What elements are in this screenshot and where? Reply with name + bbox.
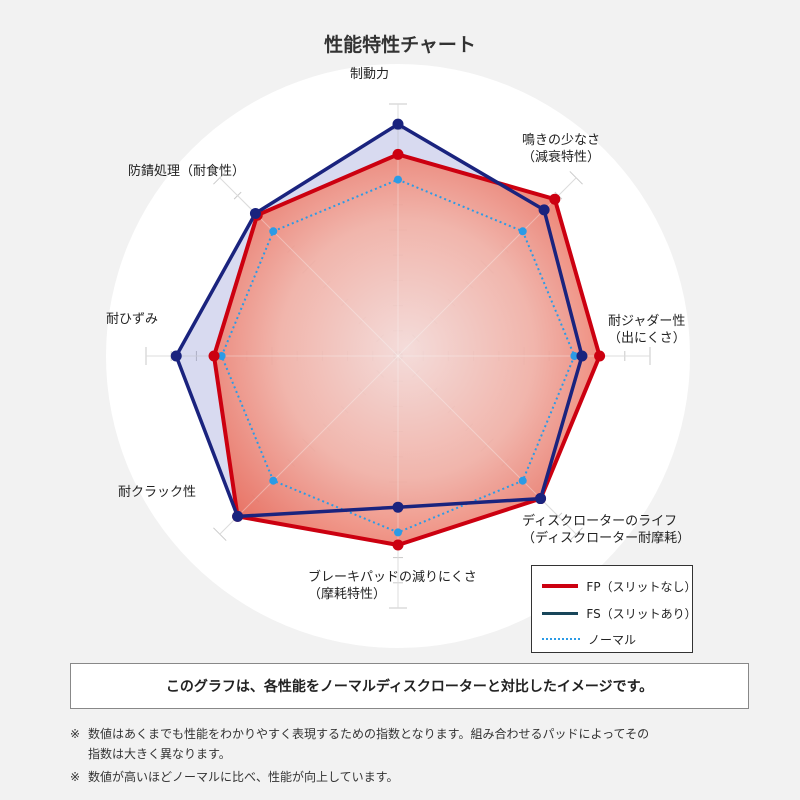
axis-label-3-line-0: ディスクローターのライフ (522, 514, 678, 529)
axis-label-3: ディスクローターのライフ （ディスクローター耐摩耗） (522, 513, 690, 547)
footnote-2-mark: ※ (70, 770, 81, 784)
axis-label-4-line-0: ブレーキパッドの減りにくさ (308, 570, 477, 585)
normal-point-2 (570, 352, 579, 360)
axis-label-4: ブレーキパッドの減りにくさ （摩耗特性） (308, 569, 477, 603)
axis-tick-1-10 (569, 171, 583, 185)
axis-tick-5-10 (213, 527, 227, 541)
chart-title: 性能特性チャート (324, 34, 476, 56)
axis-label-5: 耐クラック性 (118, 484, 196, 501)
footnote-1-text: 数値はあくまでも性能をわかりやすく表現するための指数となります。組み合わせるパッ… (88, 727, 650, 741)
axis-label-7: 防錆処理（耐食性） (128, 163, 245, 180)
series-layer (146, 104, 650, 608)
normal-point-1 (518, 227, 527, 236)
axis-label-1-line-1: （減衰特性） (522, 150, 601, 165)
footnote-1: ※ 数値はあくまでも性能をわかりやすく表現するための指数となります。組み合わせるパ… (70, 724, 649, 764)
axis-tick-7-9 (233, 191, 242, 200)
legend: FP（スリットなし） FS（スリットあり） ノーマル (531, 565, 697, 653)
fp-point-6 (208, 350, 220, 362)
normal-point-4 (394, 528, 402, 537)
footnote-2-text: 数値が高いほどノーマルに比べ、性能が向上しています。 (88, 770, 399, 784)
radar-chart (106, 64, 690, 648)
axis-tick-3-10 (569, 527, 583, 541)
axis-label-2-line-0: 耐ジャダー性 (608, 314, 686, 329)
normal-point-3 (518, 476, 527, 485)
fp-point-0 (392, 148, 404, 160)
footnote-2: ※ 数値が高いほどノーマルに比べ、性能が向上しています。 (70, 767, 398, 787)
axis-spoke-overlay-3 (397, 355, 577, 535)
fs-point-1 (538, 204, 550, 216)
axis-label-4-line-1: （摩耗特性） (308, 587, 387, 602)
fp-point-2 (594, 350, 606, 362)
axis-label-6: 耐ひずみ (106, 311, 158, 328)
axis-label-6-line-0: 耐ひずみ (106, 312, 159, 327)
axis-label-2: 耐ジャダー性 （出にくさ） (608, 313, 686, 347)
footnote-1-text-cont: 指数は大きく異なります。 (88, 747, 231, 761)
axis-spoke-overlay-5 (219, 355, 399, 535)
legend-swatch-fp (542, 584, 579, 588)
fs-point-3 (535, 493, 547, 505)
fp-point-4 (392, 539, 404, 551)
axis-label-0-line-0: 制動力 (350, 67, 390, 82)
axis-label-3-line-1: （ディスクローター耐摩耗） (522, 531, 691, 546)
legend-item-fs: FS（スリットあり） (542, 604, 697, 622)
axis-label-2-line-1: （出にくさ） (608, 331, 686, 346)
axis-tick-3-9 (554, 512, 563, 521)
axis-label-7-line-0: 防錆処理（耐食性） (128, 164, 246, 179)
axis-label-1: 鳴きの少なさ （減衰特性） (522, 132, 600, 166)
legend-label-fs: FS（スリットあり） (586, 606, 697, 621)
axis-label-1-line-0: 鳴きの少なさ (522, 133, 601, 148)
fs-point-4 (392, 501, 404, 513)
fs-point-5 (232, 510, 244, 522)
axis-label-0: 制動力 (350, 66, 389, 83)
legend-label-normal: ノーマル (588, 632, 637, 647)
fs-point-7 (249, 207, 261, 219)
footnote-1-mark: ※ (70, 727, 81, 741)
fs-point-2 (576, 350, 588, 362)
axis-tick-7-10 (213, 171, 227, 185)
legend-swatch-normal (542, 638, 580, 640)
normal-point-0 (394, 175, 402, 184)
legend-label-fp: FP（スリットなし） (586, 579, 697, 594)
normal-point-5 (269, 476, 278, 485)
normal-point-7 (269, 227, 278, 236)
legend-item-fp: FP（スリットなし） (542, 577, 697, 595)
axis-spoke-overlay-7 (219, 177, 399, 357)
axis-label-5-line-0: 耐クラック性 (118, 485, 197, 500)
series-fp-area (214, 154, 600, 545)
legend-item-normal: ノーマル (542, 630, 636, 648)
comparison-note: このグラフは、各性能をノーマルディスクローターと対比したイメージです。 (70, 663, 749, 709)
normal-point-6 (217, 352, 226, 360)
legend-swatch-fs (542, 611, 579, 615)
fs-point-0 (392, 118, 404, 130)
fs-point-6 (170, 350, 182, 362)
fp-point-1 (549, 193, 561, 205)
